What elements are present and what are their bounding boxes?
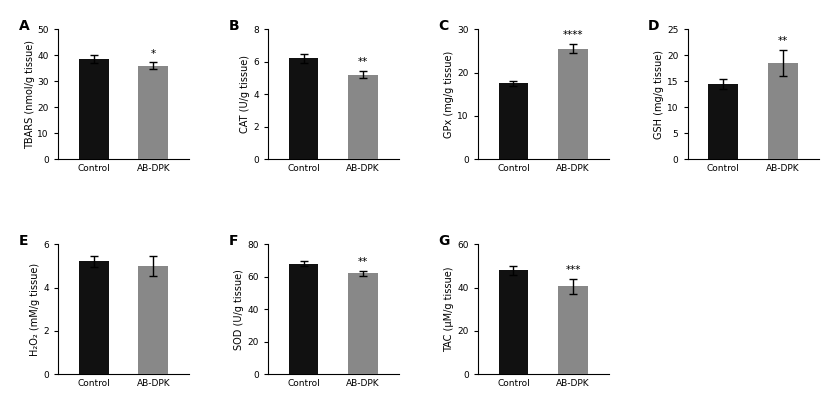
Bar [348, 75, 378, 159]
Bar [348, 273, 378, 374]
Y-axis label: TAC (μM/g tissue): TAC (μM/g tissue) [444, 267, 454, 352]
Bar [79, 59, 108, 159]
Bar [768, 63, 798, 159]
Text: C: C [438, 19, 448, 33]
Text: ****: **** [563, 30, 583, 40]
Bar [138, 66, 168, 159]
Bar [558, 49, 588, 159]
Text: *: * [151, 49, 155, 59]
Text: E: E [18, 234, 28, 248]
Y-axis label: H₂O₂ (mM/g tissue): H₂O₂ (mM/g tissue) [31, 262, 41, 356]
Text: **: ** [778, 36, 788, 46]
Bar [138, 266, 168, 374]
Bar [499, 270, 528, 374]
Text: **: ** [358, 257, 368, 267]
Bar [499, 84, 528, 159]
Text: ***: *** [566, 265, 581, 275]
Y-axis label: SOD (U/g tissue): SOD (U/g tissue) [235, 269, 245, 350]
Text: B: B [228, 19, 239, 33]
Text: F: F [228, 234, 238, 248]
Bar [709, 84, 739, 159]
Bar [79, 262, 108, 374]
Bar [289, 58, 318, 159]
Text: D: D [648, 19, 660, 33]
Text: A: A [18, 19, 29, 33]
Text: G: G [438, 234, 450, 248]
Bar [289, 264, 318, 374]
Y-axis label: TBARS (nmol/g tissue): TBARS (nmol/g tissue) [25, 40, 35, 149]
Text: **: ** [358, 57, 368, 67]
Y-axis label: GSH (mg/g tissue): GSH (mg/g tissue) [654, 50, 664, 139]
Bar [558, 287, 588, 374]
Y-axis label: GPx (mg/g tissue): GPx (mg/g tissue) [444, 51, 454, 138]
Y-axis label: CAT (U/g tissue): CAT (U/g tissue) [240, 55, 251, 133]
